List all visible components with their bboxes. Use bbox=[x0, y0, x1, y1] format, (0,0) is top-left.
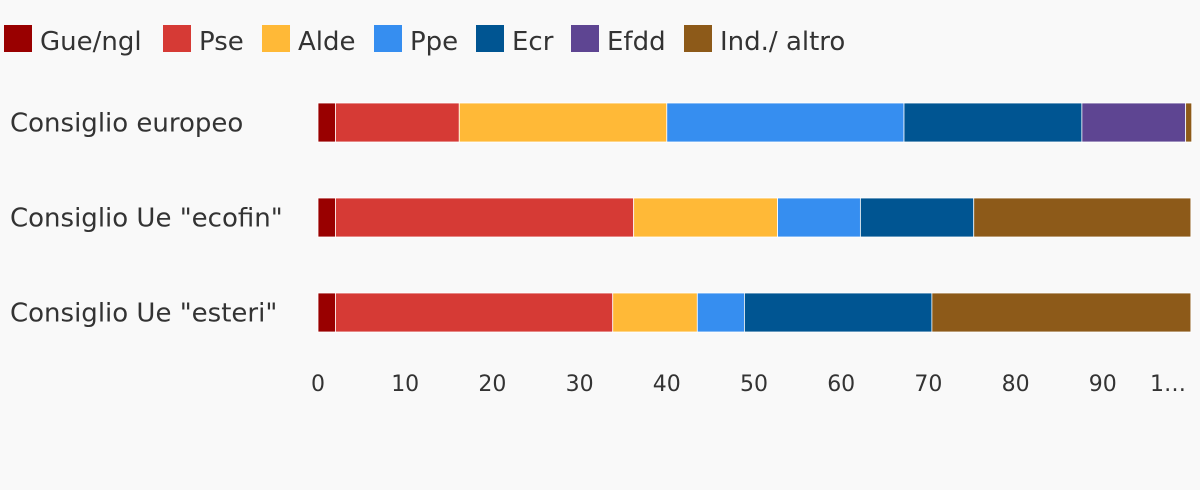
legend-label: Ppe bbox=[410, 27, 458, 57]
bar-row bbox=[317, 197, 1192, 238]
bar-segment bbox=[777, 197, 861, 238]
bar-segment bbox=[696, 292, 745, 333]
category-label: Consiglio Ue "esteri" bbox=[10, 299, 277, 329]
bar-segment bbox=[903, 102, 1083, 143]
category-labels: Consiglio europeo Consiglio Ue "ecofin" Co… bbox=[10, 109, 283, 329]
category-label: Consiglio Ue "ecofin" bbox=[10, 204, 283, 234]
x-tick-label: 70 bbox=[914, 372, 942, 397]
x-tick-label: 0 bbox=[311, 372, 325, 397]
legend-swatch bbox=[684, 25, 712, 52]
legend-label: Ecr bbox=[512, 27, 554, 57]
bar-segment bbox=[317, 197, 336, 238]
x-tick-label: 80 bbox=[1002, 372, 1030, 397]
bar-segment bbox=[335, 292, 614, 333]
legend-swatch bbox=[571, 25, 599, 52]
legend-label: Efdd bbox=[607, 27, 666, 57]
x-axis: 0 10 20 30 40 50 60 70 80 90 1… bbox=[311, 372, 1186, 397]
x-tick-label: 50 bbox=[740, 372, 768, 397]
bar-segment bbox=[744, 292, 933, 333]
x-tick-label: 20 bbox=[478, 372, 506, 397]
legend: Gue/ngl Pse Alde Ppe Ecr Efdd Ind./ altro bbox=[4, 25, 845, 57]
legend-swatch bbox=[476, 25, 504, 52]
bar-segment bbox=[335, 102, 460, 143]
bar-segment bbox=[1081, 102, 1187, 143]
bar-segment bbox=[458, 102, 668, 143]
legend-swatch bbox=[262, 25, 290, 52]
bar-segment bbox=[666, 102, 905, 143]
legend-label: Pse bbox=[199, 27, 244, 57]
bar-segment bbox=[1185, 102, 1193, 143]
x-tick-label: 1… bbox=[1150, 372, 1186, 397]
legend-label: Gue/ngl bbox=[40, 27, 142, 57]
bar-segment bbox=[859, 197, 975, 238]
legend-label: Ind./ altro bbox=[720, 27, 845, 57]
legend-swatch bbox=[4, 25, 32, 52]
legend-label: Alde bbox=[298, 27, 356, 57]
category-label: Consiglio europeo bbox=[10, 109, 243, 139]
bars bbox=[317, 102, 1193, 333]
bar-segment bbox=[317, 292, 336, 333]
bar-segment bbox=[612, 292, 698, 333]
bar-row bbox=[317, 292, 1192, 333]
x-tick-label: 10 bbox=[391, 372, 419, 397]
bar-row bbox=[317, 102, 1193, 143]
bar-segment bbox=[317, 102, 336, 143]
bar-segment bbox=[633, 197, 778, 238]
x-tick-label: 60 bbox=[827, 372, 855, 397]
bar-segment bbox=[335, 197, 635, 238]
x-tick-label: 40 bbox=[653, 372, 681, 397]
bar-segment bbox=[973, 197, 1192, 238]
bar-segment bbox=[931, 292, 1192, 333]
legend-swatch bbox=[374, 25, 402, 52]
x-tick-label: 30 bbox=[566, 372, 594, 397]
x-tick-label: 90 bbox=[1089, 372, 1117, 397]
legend-swatch bbox=[163, 25, 191, 52]
